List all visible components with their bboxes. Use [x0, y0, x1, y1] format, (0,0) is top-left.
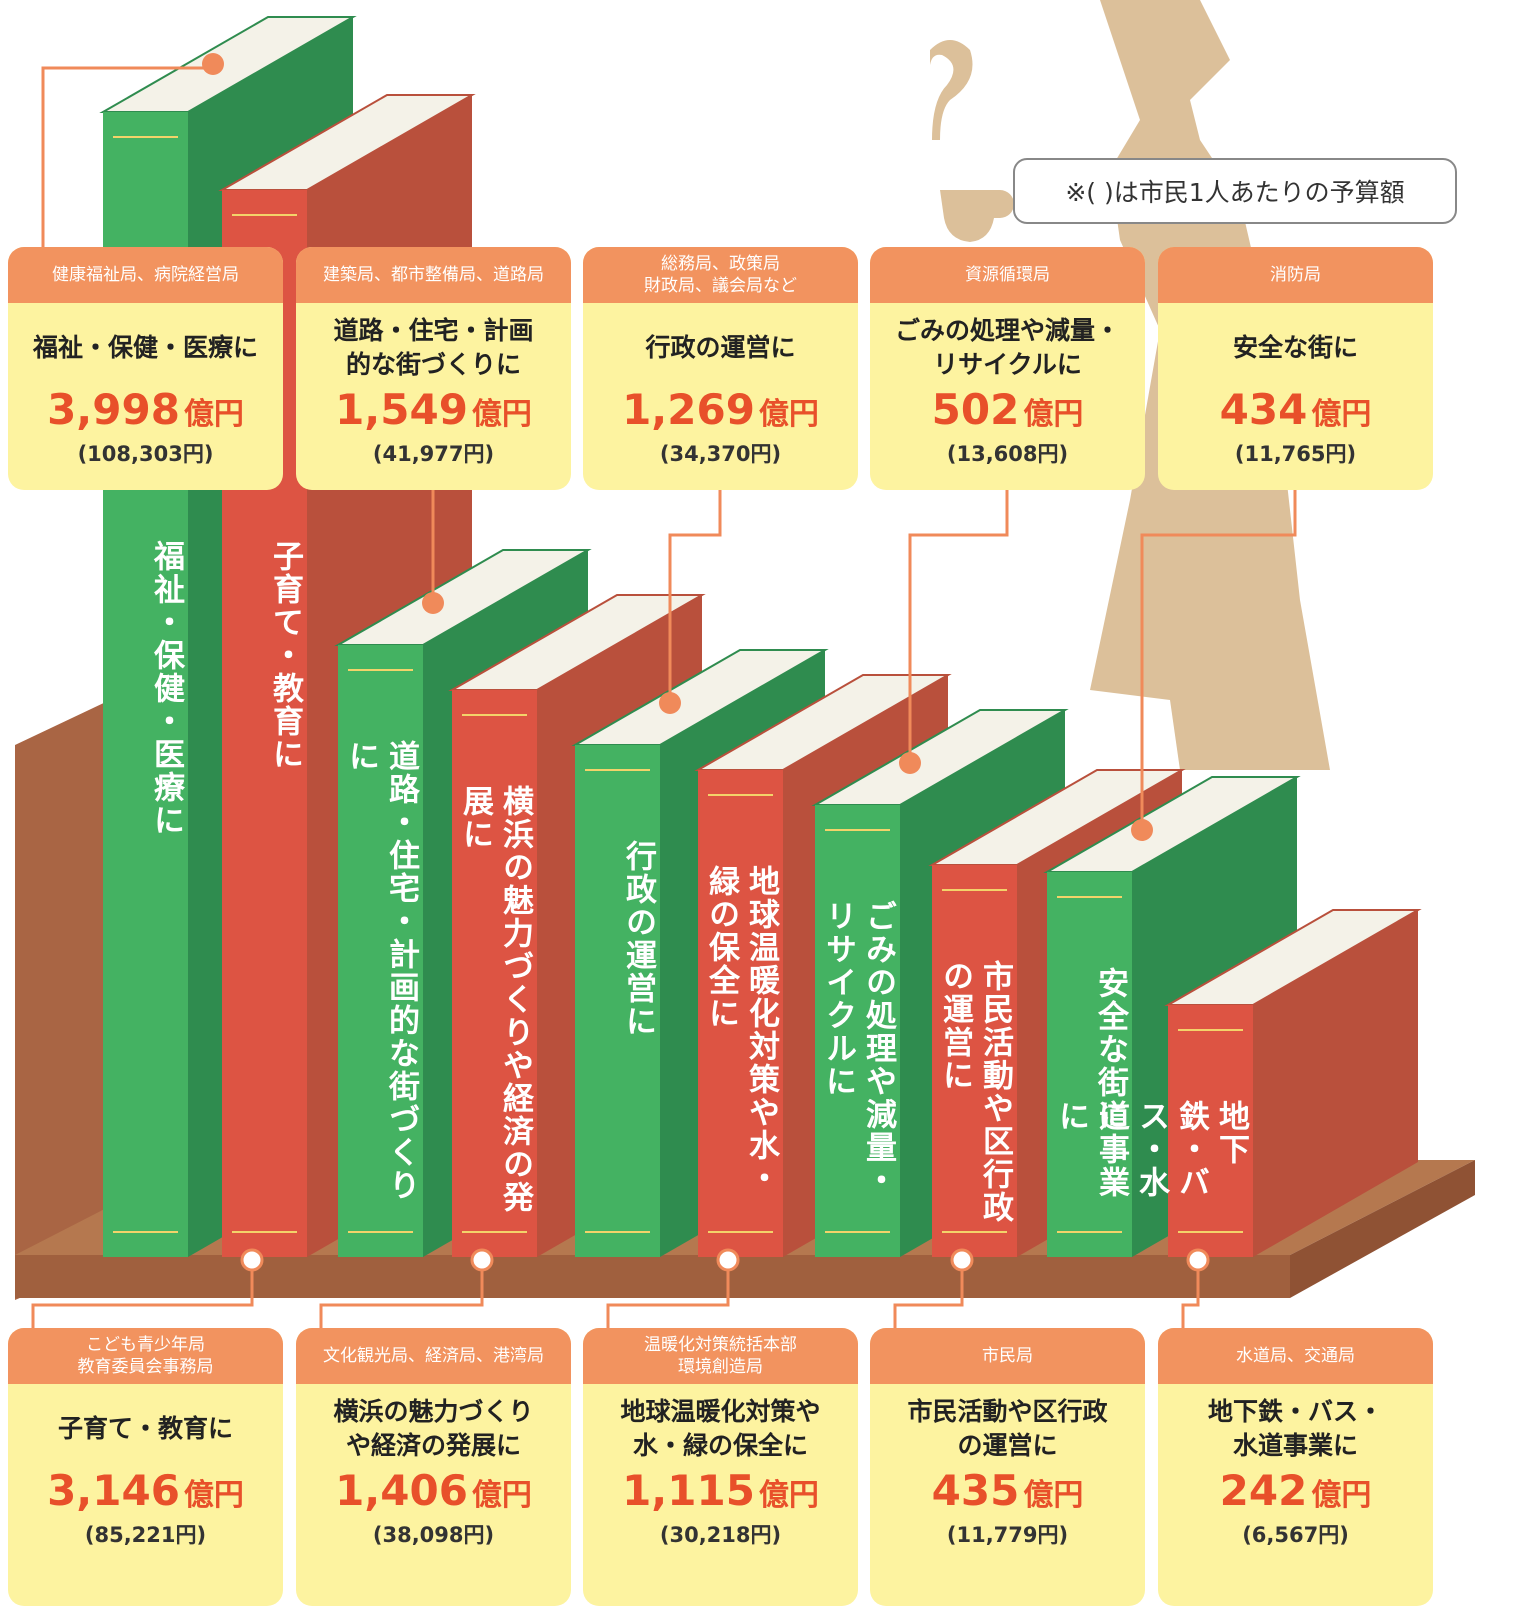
unit: 億円	[1023, 397, 1083, 432]
unit: 億円	[759, 1478, 819, 1513]
unit: 億円	[1311, 1478, 1371, 1513]
per-capita: (41,977円)	[296, 438, 571, 468]
connector-dot	[202, 53, 224, 75]
unit: 億円	[472, 1478, 532, 1513]
unit: 億円	[1311, 397, 1371, 432]
spine-text: 地下鉄・バス・水道事業に	[1170, 1100, 1251, 1227]
department: 市民局	[870, 1328, 1145, 1384]
infographic: ※( )は市民1人あたりの予算額 福祉・保健・医療に健康福祉局、病院経営局福祉・…	[0, 0, 1513, 1610]
unit: 億円	[472, 397, 532, 432]
heading: ごみの処理や減量・ リサイクルに	[870, 313, 1145, 383]
department: 資源循環局	[870, 247, 1145, 303]
department: 文化観光局、経済局、港湾局	[296, 1328, 571, 1384]
per-capita: (11,779円)	[870, 1519, 1145, 1549]
spine-text: 行政の運営に	[577, 840, 658, 1227]
department: 総務局、政策局 財政局、議会局など	[583, 247, 858, 303]
spine-text: 道路・住宅・計画的な街づくりに	[340, 740, 421, 1227]
department: 温暖化対策統括本部 環境創造局	[583, 1328, 858, 1384]
heading: 行政の運営に	[583, 313, 858, 383]
spine-text: 子育て・教育に	[224, 540, 305, 1227]
amount: 3,146	[47, 1466, 180, 1515]
note: ※( )は市民1人あたりの予算額	[1013, 158, 1457, 224]
heading: 福祉・保健・医療に	[8, 313, 283, 383]
amount: 435	[932, 1466, 1020, 1515]
spine-text: 福祉・保健・医療に	[105, 540, 186, 1227]
spine-text: 横浜の魅力づくりや経済の発展に	[454, 785, 535, 1227]
amount: 434	[1220, 385, 1308, 434]
unit: 億円	[1023, 1478, 1083, 1513]
unit: 億円	[184, 1478, 244, 1513]
connector-dot	[242, 1250, 262, 1270]
per-capita: (34,370円)	[583, 438, 858, 468]
connector-dot	[1188, 1250, 1208, 1270]
per-capita: (11,765円)	[1158, 438, 1433, 468]
heading: 道路・住宅・計画 的な街づくりに	[296, 313, 571, 383]
department: 建築局、都市整備局、道路局	[296, 247, 571, 303]
heading: 市民活動や区行政 の運営に	[870, 1394, 1145, 1464]
department: 健康福祉局、病院経営局	[8, 247, 283, 303]
amount: 1,269	[622, 385, 755, 434]
amount: 1,549	[335, 385, 468, 434]
per-capita: (30,218円)	[583, 1519, 858, 1549]
connector-dot	[718, 1250, 738, 1270]
amount-row: 3,146億円	[8, 1466, 283, 1515]
spine-text: 地球温暖化対策や水・緑の保全に	[700, 865, 781, 1227]
heading: 地球温暖化対策や 水・緑の保全に	[583, 1394, 858, 1464]
heading: 地下鉄・バス・ 水道事業に	[1158, 1394, 1433, 1464]
unit: 億円	[759, 397, 819, 432]
spine-text: 市民活動や区行政の運営に	[934, 960, 1015, 1227]
department: 水道局、交通局	[1158, 1328, 1433, 1384]
amount: 242	[1220, 1466, 1308, 1515]
connector-dot	[472, 1250, 492, 1270]
per-capita: (108,303円)	[8, 438, 283, 468]
per-capita: (38,098円)	[296, 1519, 571, 1549]
per-capita: (85,221円)	[8, 1519, 283, 1549]
department: 消防局	[1158, 247, 1433, 303]
connector-dot	[952, 1250, 972, 1270]
amount: 1,406	[335, 1466, 468, 1515]
heading: 安全な街に	[1158, 313, 1433, 383]
per-capita: (6,567円)	[1158, 1519, 1433, 1549]
heading: 横浜の魅力づくり や経済の発展に	[296, 1394, 571, 1464]
amount: 1,115	[622, 1466, 755, 1515]
unit: 億円	[184, 397, 244, 432]
department: こども青少年局 教育委員会事務局	[8, 1328, 283, 1384]
amount: 3,998	[47, 385, 180, 434]
heading: 子育て・教育に	[8, 1394, 283, 1464]
per-capita: (13,608円)	[870, 438, 1145, 468]
amount: 502	[932, 385, 1020, 434]
spine-text: ごみの処理や減量・リサイクルに	[817, 900, 898, 1227]
